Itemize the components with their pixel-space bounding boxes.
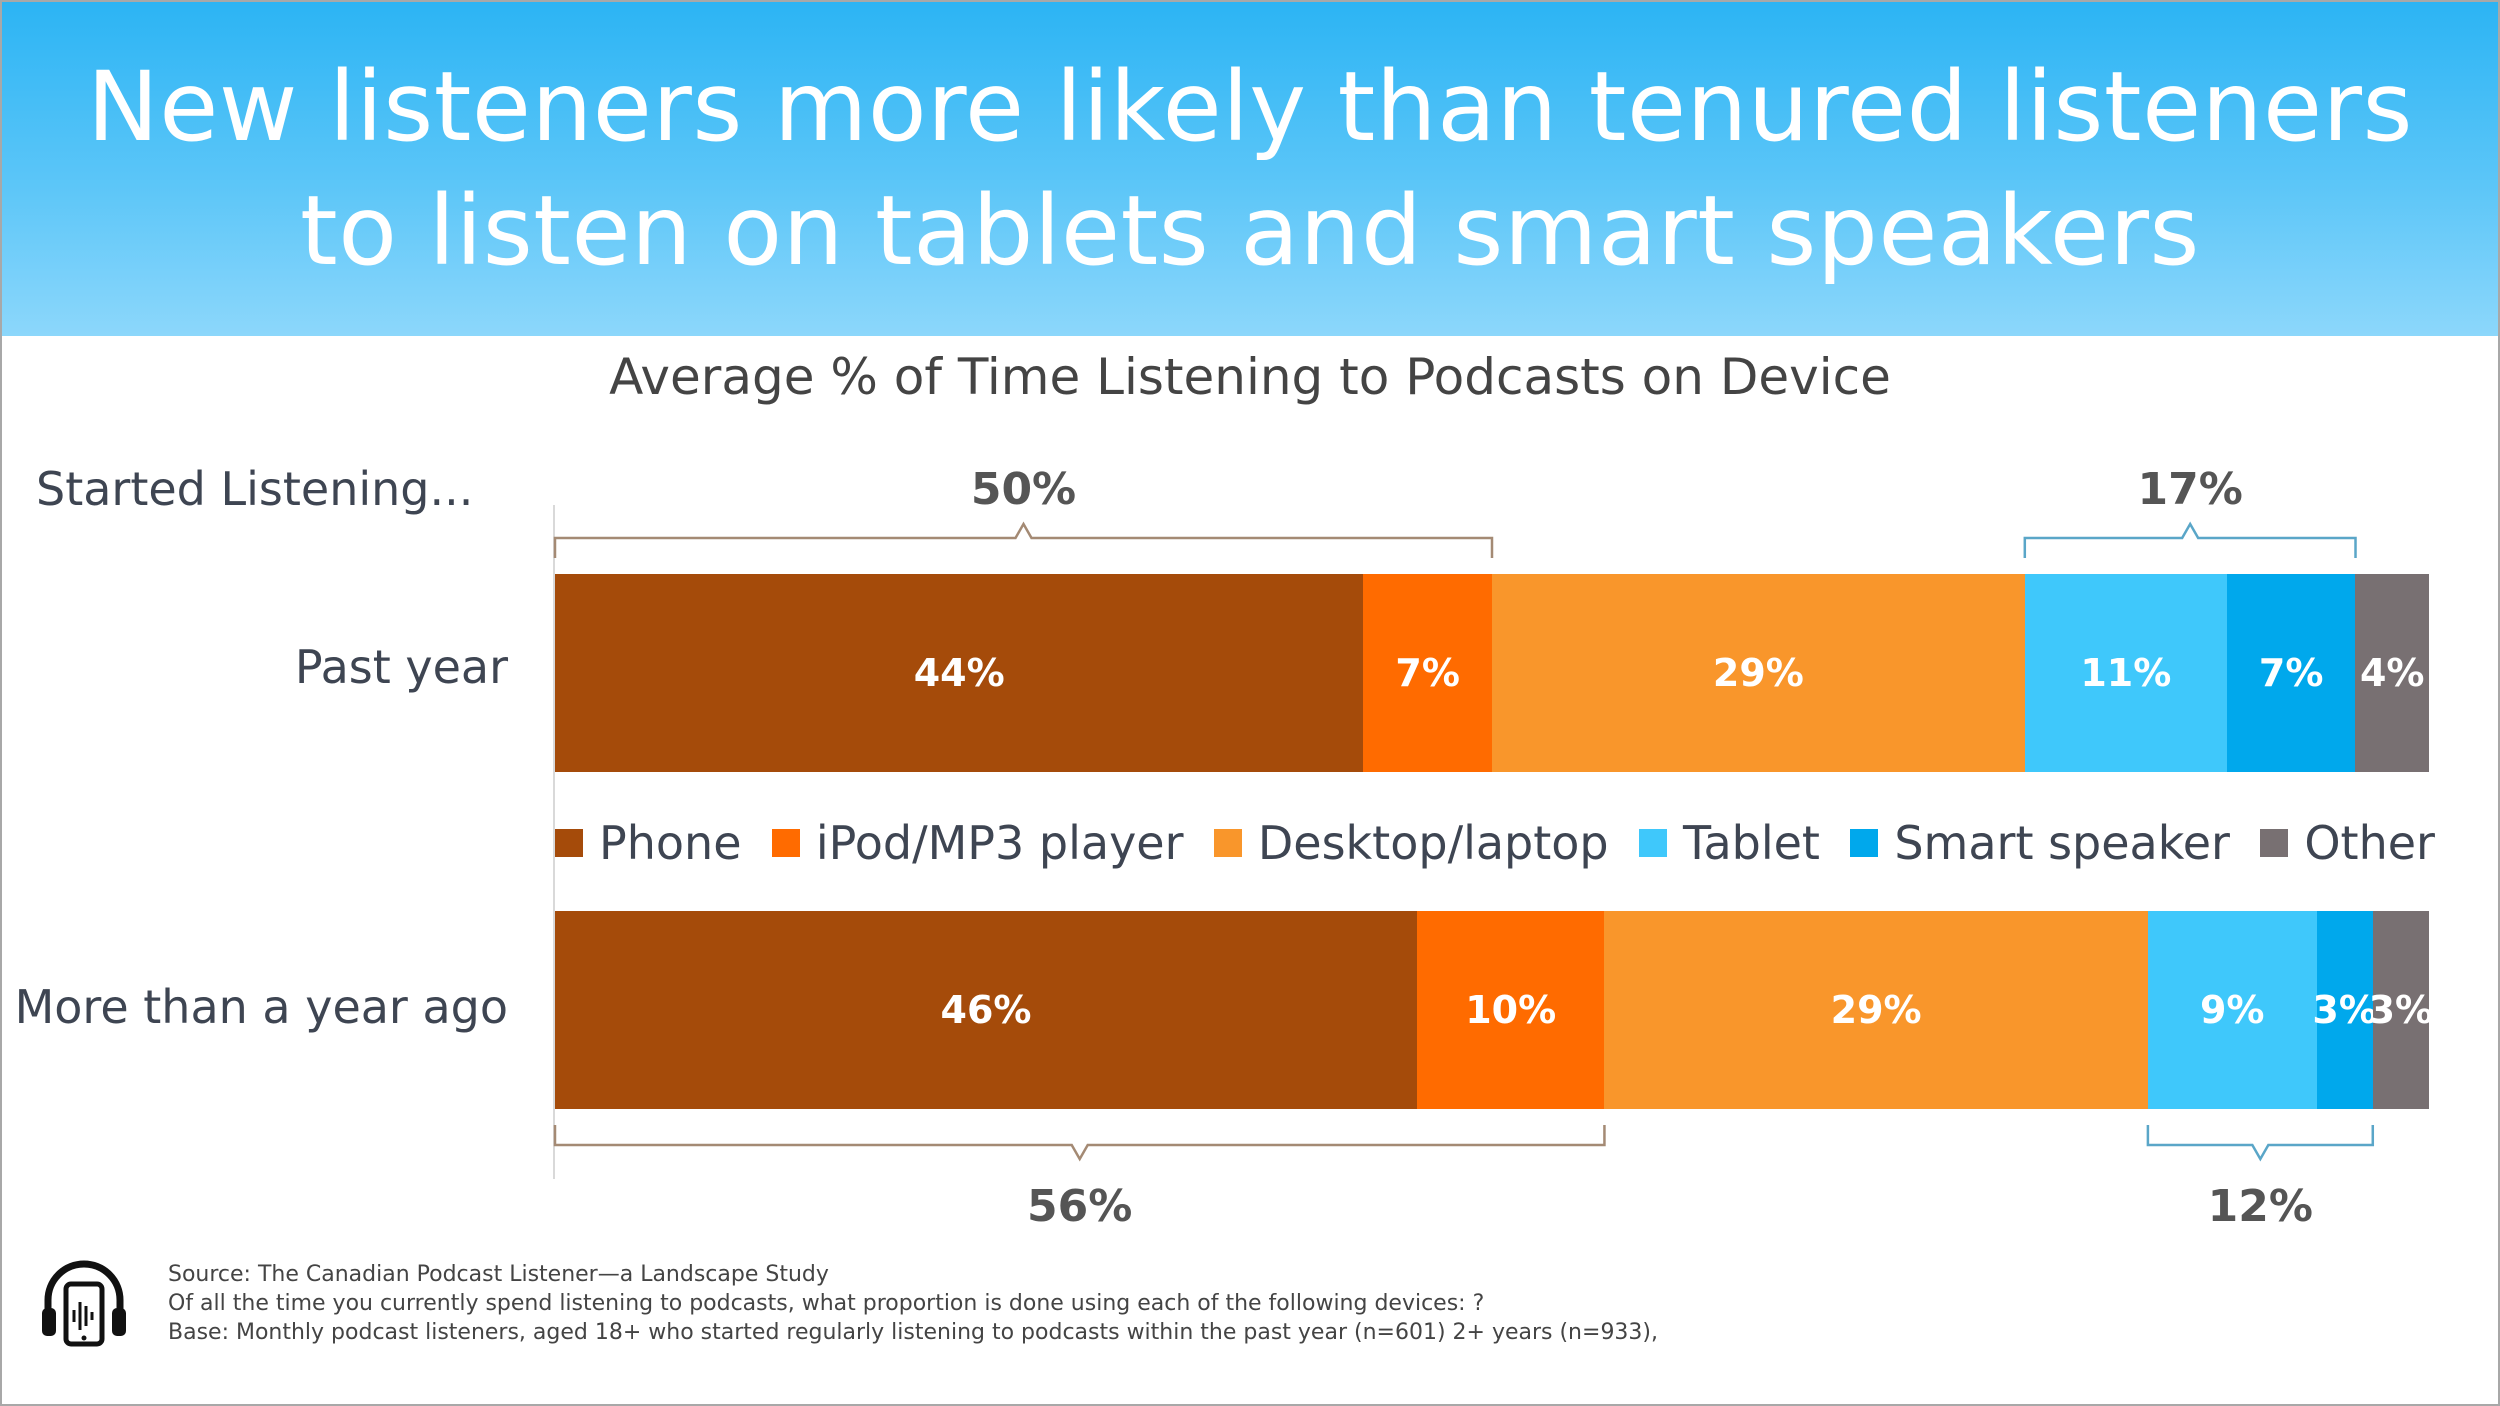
legend-swatch <box>1850 829 1879 857</box>
bar-segment-ipod-mp3-player: 7% <box>1363 574 1492 772</box>
legend-item-desktop-laptop: Desktop/laptop <box>1213 816 1609 870</box>
data-label: 3% <box>2312 988 2377 1032</box>
legend-label: Desktop/laptop <box>1257 816 1609 870</box>
bar-segment-smart-speaker: 3% <box>2312 911 2377 1109</box>
chart-subtitle: Average % of Time Listening to Podcasts … <box>609 348 1891 406</box>
legend-item-ipod-mp3-player: iPod/MP3 player <box>771 816 1184 870</box>
slide-title: New listeners more likely than tenured l… <box>87 45 2413 293</box>
legend-item-smart-speaker: Smart speaker <box>1850 816 2230 870</box>
row-label-more-than-year: More than a year ago <box>14 980 508 1034</box>
data-label: 46% <box>940 988 1032 1032</box>
bar-segment-tablet: 9% <box>2147 911 2317 1109</box>
legend-swatch <box>555 829 583 857</box>
data-label: 11% <box>2080 651 2172 695</box>
data-label: 7% <box>2258 651 2324 695</box>
legend-label: Tablet <box>1682 816 1820 870</box>
bar-past-year: 44% 7% 29% 11% 7% 4% <box>555 574 2429 772</box>
legend-item-tablet: Tablet <box>1638 816 1820 870</box>
row-label-past-year: Past year <box>294 640 508 694</box>
legend-swatch <box>1638 829 1667 857</box>
legend-label: Smart speaker <box>1894 816 2230 870</box>
legend-label: Phone <box>599 816 742 870</box>
title-line-2: to listen on tablets and smart speakers <box>300 175 2200 287</box>
group-label: Started Listening... <box>36 462 474 516</box>
legend-label: Other <box>2304 816 2435 870</box>
data-label: 9% <box>2199 988 2265 1032</box>
data-label: 44% <box>913 651 1005 695</box>
category-axis-line <box>553 505 555 1179</box>
bar-segment-desktop-laptop: 29% <box>1491 574 2025 772</box>
data-label: 4% <box>2359 651 2425 695</box>
footnote: Source: The Canadian Podcast Listener—a … <box>168 1260 1658 1347</box>
bar-segment-tablet: 11% <box>2024 574 2227 772</box>
legend-swatch <box>771 829 800 857</box>
bar-segment-ipod-mp3-player: 10% <box>1417 911 1605 1109</box>
bar-segment-phone: 46% <box>555 911 1418 1109</box>
bar-segment-other: 4% <box>2355 574 2429 772</box>
title-line-1: New listeners more likely than tenured l… <box>86 51 2414 163</box>
legend-item-phone: Phone <box>555 816 742 870</box>
data-label: 29% <box>1712 651 1804 695</box>
bar-more-than-year: 46% 10% 29% 9% 3% 3% <box>555 911 2433 1109</box>
legend-item-other: Other <box>2260 816 2435 870</box>
bar-segment-desktop-laptop: 29% <box>1604 911 2148 1109</box>
legend-swatch <box>1213 829 1242 857</box>
footnote-source: Source: The Canadian Podcast Listener—a … <box>168 1262 829 1287</box>
legend-label: iPod/MP3 player <box>815 816 1184 870</box>
bar-segment-smart-speaker: 7% <box>2226 574 2356 772</box>
legend-swatch <box>2260 829 2289 857</box>
data-label: 10% <box>1465 988 1557 1032</box>
data-label: 7% <box>1395 651 1460 695</box>
title-banner: New listeners more likely than tenured l… <box>2 2 2498 336</box>
footnote-base: Base: Monthly podcast listeners, aged 18… <box>168 1320 1659 1345</box>
footnote-question: Of all the time you currently spend list… <box>168 1291 1485 1316</box>
data-label: 29% <box>1830 988 1922 1032</box>
data-label: 3% <box>2368 988 2434 1032</box>
chart-legend: Phone iPod/MP3 player Desktop/laptop Tablet… <box>555 810 2435 876</box>
bar-segment-phone: 44% <box>555 574 1364 772</box>
bar-segment-other: 3% <box>2369 911 2433 1109</box>
headphones-phone-icon <box>42 1260 126 1347</box>
